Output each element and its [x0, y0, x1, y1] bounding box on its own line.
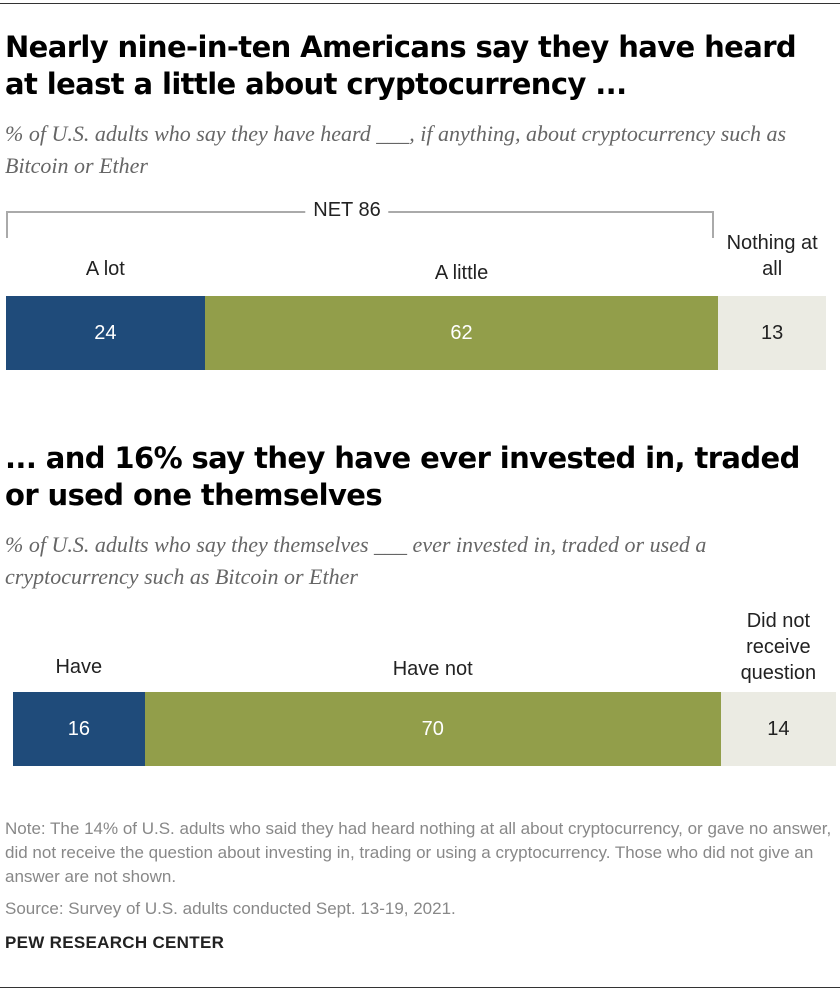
chart1-subtitle: % of U.S. adults who say they have heard…	[5, 121, 787, 178]
bar-segment-have: 16	[13, 692, 145, 766]
chart2-bar: 16 70 14	[13, 692, 836, 766]
chart1-title: Nearly nine-in-ten Americans say they ha…	[5, 30, 797, 101]
bar-segment-nothing-at-all: 13	[718, 296, 826, 370]
category-label: Did not receive question	[740, 610, 817, 684]
net-label: NET 86	[305, 199, 389, 222]
bar-segment-a-little: 62	[204, 296, 719, 370]
bar-segment-have-not: 70	[144, 692, 721, 766]
source: Source: Survey of U.S. adults conducted …	[5, 899, 456, 918]
bottom-rule	[0, 987, 840, 988]
category-label: Have	[55, 656, 103, 678]
category-label: A little	[434, 262, 489, 284]
chart2-subtitle: % of U.S. adults who say they themselves…	[5, 532, 707, 589]
category-label: A lot	[85, 258, 125, 280]
bar-segment-did-not-receive-question: 14	[720, 692, 836, 766]
chart2-title: ... and 16% say they have ever invested …	[5, 441, 800, 512]
brand-logo-text: PEW RESEARCH CENTER	[5, 933, 225, 952]
top-rule	[0, 3, 840, 4]
category-label: Have not	[392, 658, 473, 680]
note: Note: The 14% of U.S. adults who said th…	[5, 819, 832, 886]
bar-segment-a-lot: 24	[6, 296, 205, 370]
chart1-bar: 24 62 13	[6, 296, 826, 370]
category-label: Nothing at all	[726, 232, 818, 280]
